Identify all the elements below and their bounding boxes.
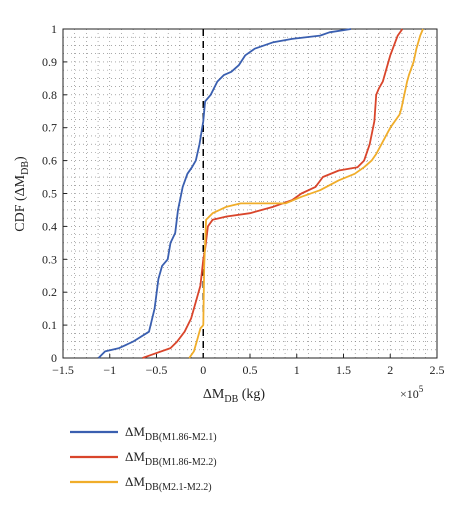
x-axis-multiplier: ×105 — [400, 384, 424, 401]
x-axis-ticks: −1.5 −1 −0.5 0 0.5 1 1.5 2 2.5 — [52, 354, 445, 377]
y-tick-label: 1 — [51, 22, 57, 36]
x-tick-label: 2 — [387, 363, 393, 377]
x-axis-label-sub: DB — [224, 394, 238, 405]
legend-label-3: ΔMDB(M2.1-M2.2) — [125, 474, 212, 493]
x-axis-label: ΔMDB (kg) — [203, 387, 266, 405]
y-axis-label-suffix: ) — [13, 156, 28, 161]
legend-label-2: ΔMDB(M1.86-M2.2) — [125, 449, 217, 468]
series-line-1 — [97, 28, 352, 359]
y-tick-label: 0.6 — [42, 154, 57, 168]
x-tick-label: 0 — [200, 363, 206, 377]
y-tick-label: 0.1 — [42, 318, 57, 332]
x-tick-label: −0.5 — [146, 363, 168, 377]
y-tick-label: 0.3 — [42, 252, 57, 266]
legend-label-1: ΔMDB(M1.86-M2.1) — [125, 424, 217, 443]
y-tick-label: 0.5 — [42, 187, 57, 201]
y-axis-label: CDF (ΔMDB) — [13, 156, 31, 232]
y-tick-label: 0.4 — [42, 219, 57, 233]
x-tick-label: 1.5 — [336, 363, 351, 377]
x-tick-label: −1.5 — [52, 363, 74, 377]
y-axis-label-prefix: CDF (ΔM — [13, 174, 28, 231]
y-tick-label: 0.8 — [42, 88, 57, 102]
x-tick-label: 0.5 — [243, 363, 258, 377]
y-axis-label-sub: DB — [20, 161, 31, 175]
x-tick-label: 2.5 — [430, 363, 445, 377]
x-axis-label-main: ΔM — [203, 387, 225, 402]
plot-area — [62, 28, 438, 359]
y-axis-ticks: 0 0.1 0.2 0.3 0.4 0.5 0.6 0.7 0.8 0.9 1 — [42, 22, 67, 365]
x-axis-multiplier-base: ×10 — [400, 387, 419, 401]
series-line-3 — [188, 28, 424, 359]
legend: ΔMDB(M1.86-M2.1) ΔMDB(M1.86-M2.2) ΔMDB(M2.… — [70, 424, 217, 493]
y-tick-label: 0.9 — [42, 55, 57, 69]
x-tick-label: −1 — [103, 363, 116, 377]
y-tick-label: 0.2 — [42, 285, 57, 299]
x-axis-multiplier-exponent: 5 — [419, 384, 424, 394]
y-tick-label: 0 — [51, 351, 57, 365]
x-tick-label: 1 — [294, 363, 300, 377]
x-axis-label-unit: (kg) — [238, 387, 265, 402]
y-tick-label: 0.7 — [42, 121, 57, 135]
